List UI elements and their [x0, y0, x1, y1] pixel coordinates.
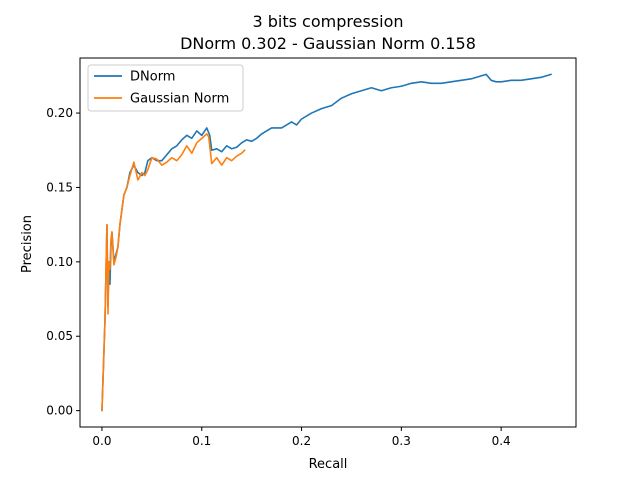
- y-axis-label: Precision: [20, 215, 35, 273]
- x-tick-label: 0.0: [92, 434, 111, 448]
- legend-box: [87, 64, 244, 112]
- x-axis-label: Recall: [309, 457, 348, 472]
- chart-title-line-1: 3 bits compression: [252, 12, 403, 31]
- x-tick-label: 0.3: [392, 434, 411, 448]
- plot-area: 0.0 0.1 0.2 0.3 0.4 0.00 0.05 0.10 0.15 0.20 DNorm…: [46, 57, 577, 448]
- y-tick-label: 0.00: [46, 404, 73, 418]
- x-tick-label: 0.1: [192, 434, 211, 448]
- y-tick-label: 0.20: [46, 106, 73, 120]
- x-tick-label: 0.4: [492, 434, 511, 448]
- legend-label: Gaussian Norm: [130, 92, 229, 107]
- y-tick-label: 0.15: [46, 180, 73, 194]
- series-line-gaussian-norm: [101, 133, 246, 412]
- y-tick-label: 0.05: [46, 329, 73, 343]
- y-tick-label: 0.10: [46, 255, 73, 269]
- legend-label: DNorm: [130, 70, 175, 85]
- x-tick-label: 0.2: [292, 434, 311, 448]
- chart-title-line-2: DNorm 0.302 - Gaussian Norm 0.158: [180, 34, 476, 53]
- legend: DNorm Gaussian Norm: [87, 64, 244, 112]
- axes-frame: [79, 57, 577, 428]
